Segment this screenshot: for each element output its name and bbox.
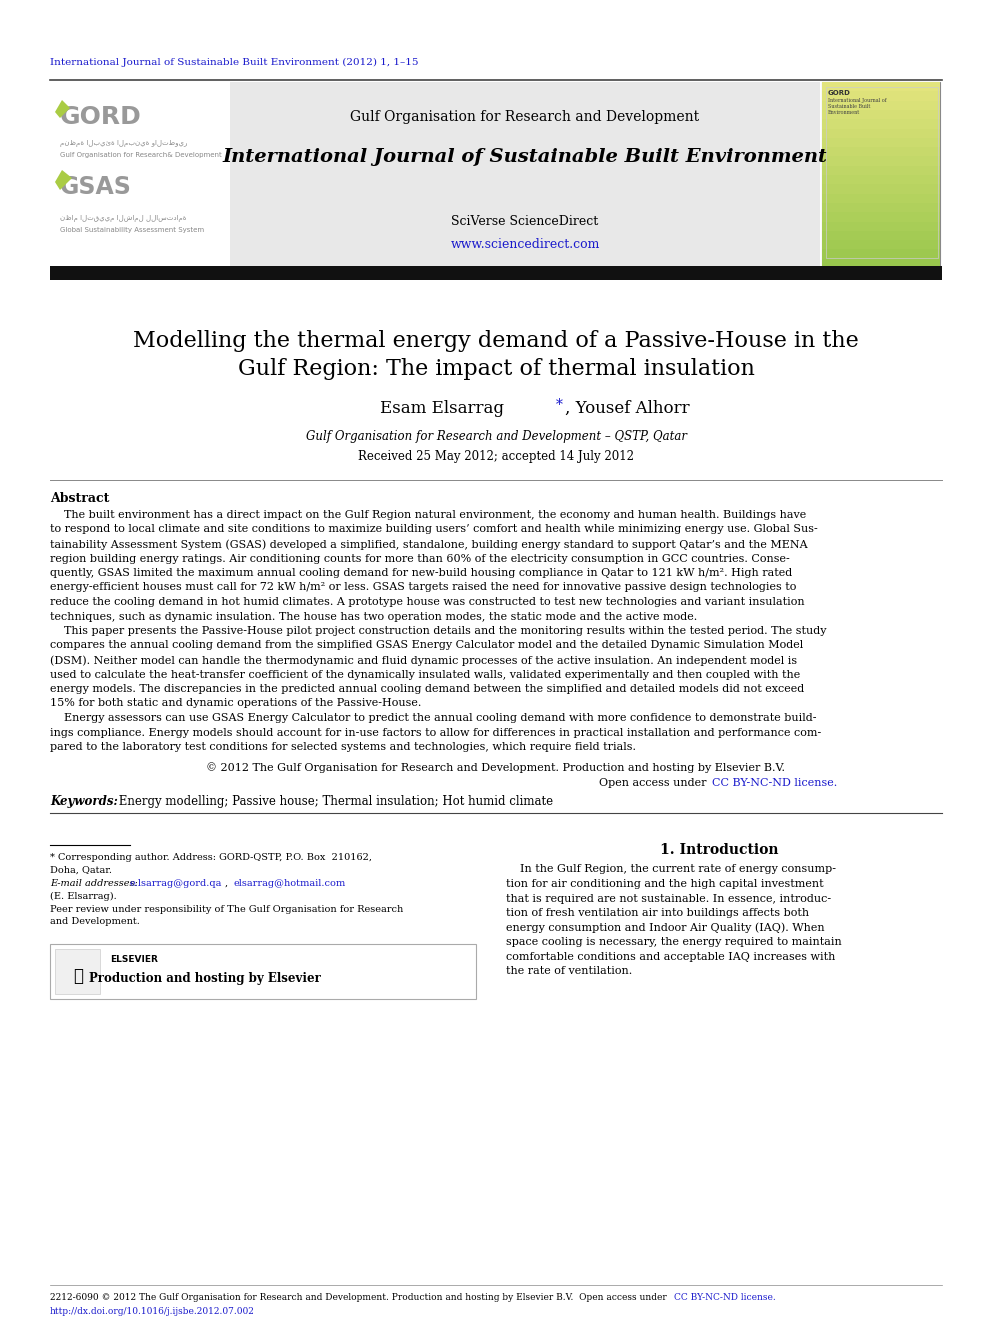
Text: Production and hosting by Elsevier: Production and hosting by Elsevier <box>89 972 321 986</box>
FancyBboxPatch shape <box>230 82 820 269</box>
Text: Esam Elsarrag: Esam Elsarrag <box>380 400 504 417</box>
Text: the rate of ventilation.: the rate of ventilation. <box>506 966 632 976</box>
Text: quently, GSAS limited the maximum annual cooling demand for new-build housing co: quently, GSAS limited the maximum annual… <box>50 568 793 578</box>
Text: CC BY-NC-ND license.: CC BY-NC-ND license. <box>674 1293 776 1302</box>
Text: International Journal of Sustainable Built Environment: International Journal of Sustainable Bui… <box>222 148 827 165</box>
Text: Abstract: Abstract <box>50 492 109 505</box>
FancyBboxPatch shape <box>822 165 940 175</box>
Text: GSAS: GSAS <box>60 175 132 198</box>
Text: ings compliance. Energy models should account for in-use factors to allow for di: ings compliance. Energy models should ac… <box>50 728 821 737</box>
Text: www.sciencedirect.com: www.sciencedirect.com <box>450 238 600 251</box>
FancyBboxPatch shape <box>822 184 940 193</box>
FancyBboxPatch shape <box>822 119 940 128</box>
Text: Modelling the thermal energy demand of a Passive-House in the: Modelling the thermal energy demand of a… <box>133 329 859 352</box>
FancyBboxPatch shape <box>822 138 940 147</box>
Text: In the Gulf Region, the current rate of energy consump-: In the Gulf Region, the current rate of … <box>506 864 836 875</box>
Text: GORD: GORD <box>60 105 142 130</box>
Text: 2212-6090 © 2012 The Gulf Organisation for Research and Development. Production : 2212-6090 © 2012 The Gulf Organisation f… <box>50 1293 670 1302</box>
FancyBboxPatch shape <box>822 91 940 101</box>
Text: 1. Introduction: 1. Introduction <box>660 843 779 856</box>
Text: Energy modelling; Passive house; Thermal insulation; Hot humid climate: Energy modelling; Passive house; Thermal… <box>115 795 554 807</box>
FancyBboxPatch shape <box>822 212 940 221</box>
Text: energy models. The discrepancies in the predicted annual cooling demand between : energy models. The discrepancies in the … <box>50 684 805 695</box>
Text: ,: , <box>225 878 228 888</box>
FancyBboxPatch shape <box>822 230 940 239</box>
Text: GORD: GORD <box>828 90 851 97</box>
Text: that is required are not sustainable. In essence, introduc-: that is required are not sustainable. In… <box>506 893 831 904</box>
Text: energy-efficient houses must call for 72 kW h/m² or less. GSAS targets raised th: energy-efficient houses must call for 72… <box>50 582 797 593</box>
Text: Peer review under responsibility of The Gulf Organisation for Research: Peer review under responsibility of The … <box>50 905 404 913</box>
Text: region building energy ratings. Air conditioning counts for more than 60% of the: region building energy ratings. Air cond… <box>50 553 790 564</box>
Text: The built environment has a direct impact on the Gulf Region natural environment: The built environment has a direct impac… <box>50 509 806 520</box>
Text: e.lsarrag@gord.qa: e.lsarrag@gord.qa <box>130 878 222 888</box>
FancyBboxPatch shape <box>822 250 940 259</box>
Text: منظمة البيئة المبنية والتطوير: منظمة البيئة المبنية والتطوير <box>60 140 187 147</box>
Text: SciVerse ScienceDirect: SciVerse ScienceDirect <box>451 216 598 228</box>
Text: to respond to local climate and site conditions to maximize building users’ comf: to respond to local climate and site con… <box>50 524 817 534</box>
FancyBboxPatch shape <box>822 193 940 202</box>
Text: and Development.: and Development. <box>50 917 140 926</box>
Text: (DSM). Neither model can handle the thermodynamic and fluid dynamic processes of: (DSM). Neither model can handle the ther… <box>50 655 798 665</box>
Text: compares the annual cooling demand from the simplified GSAS Energy Calculator mo: compares the annual cooling demand from … <box>50 640 804 651</box>
Text: International Journal of Sustainable Built Environment (2012) 1, 1–15: International Journal of Sustainable Bui… <box>50 58 419 67</box>
FancyBboxPatch shape <box>55 949 100 994</box>
Text: elsarrag@hotmail.com: elsarrag@hotmail.com <box>233 878 345 888</box>
Text: Received 25 May 2012; accepted 14 July 2012: Received 25 May 2012; accepted 14 July 2… <box>358 450 634 463</box>
Text: (E. Elsarrag).: (E. Elsarrag). <box>50 892 117 901</box>
Text: نظام التقييم الشامل للاستدامة: نظام التقييم الشامل للاستدامة <box>60 216 186 222</box>
Text: techniques, such as dynamic insulation. The house has two operation modes, the s: techniques, such as dynamic insulation. … <box>50 611 697 622</box>
Text: Gulf Organisation for Research and Development: Gulf Organisation for Research and Devel… <box>350 110 699 124</box>
Text: *: * <box>556 398 562 411</box>
Text: comfortable conditions and acceptable IAQ increases with: comfortable conditions and acceptable IA… <box>506 951 835 962</box>
FancyBboxPatch shape <box>822 239 940 250</box>
Text: Doha, Qatar.: Doha, Qatar. <box>50 865 112 875</box>
Text: , Yousef Alhorr: , Yousef Alhorr <box>565 400 689 417</box>
Text: ELSEVIER: ELSEVIER <box>110 954 158 963</box>
Text: International Journal of
Sustainable Built
Environment: International Journal of Sustainable Bui… <box>828 98 887 115</box>
Text: Energy assessors can use GSAS Energy Calculator to predict the annual cooling de: Energy assessors can use GSAS Energy Cal… <box>50 713 816 722</box>
Text: Gulf Region: The impact of thermal insulation: Gulf Region: The impact of thermal insul… <box>237 359 755 380</box>
FancyBboxPatch shape <box>822 82 940 91</box>
Text: Global Sustainability Assessment System: Global Sustainability Assessment System <box>60 228 204 233</box>
FancyBboxPatch shape <box>822 147 940 156</box>
Text: E-mail addresses:: E-mail addresses: <box>50 878 138 888</box>
FancyBboxPatch shape <box>822 156 940 165</box>
FancyBboxPatch shape <box>822 259 940 269</box>
Text: * Corresponding author. Address: GORD-QSTP, P.O. Box  210162,: * Corresponding author. Address: GORD-QS… <box>50 852 372 861</box>
FancyBboxPatch shape <box>822 202 940 212</box>
Polygon shape <box>55 101 70 118</box>
Text: Gulf Organisation for Research and Development – QSTP, Qatar: Gulf Organisation for Research and Devel… <box>306 430 686 443</box>
FancyBboxPatch shape <box>822 82 940 269</box>
FancyBboxPatch shape <box>822 175 940 184</box>
Text: tion for air conditioning and the high capital investment: tion for air conditioning and the high c… <box>506 878 823 889</box>
Polygon shape <box>55 169 72 191</box>
Text: tainability Assessment System (GSAS) developed a simplified, standalone, buildin: tainability Assessment System (GSAS) dev… <box>50 538 807 549</box>
Text: © 2012 The Gulf Organisation for Research and Development. Production and hostin: © 2012 The Gulf Organisation for Researc… <box>206 762 786 773</box>
FancyBboxPatch shape <box>50 943 476 999</box>
Text: used to calculate the heat-transfer coefficient of the dynamically insulated wal: used to calculate the heat-transfer coef… <box>50 669 801 680</box>
Text: space cooling is necessary, the energy required to maintain: space cooling is necessary, the energy r… <box>506 937 842 947</box>
Text: tion of fresh ventilation air into buildings affects both: tion of fresh ventilation air into build… <box>506 908 809 918</box>
FancyBboxPatch shape <box>822 221 940 230</box>
FancyBboxPatch shape <box>822 101 940 110</box>
FancyBboxPatch shape <box>822 110 940 119</box>
Text: reduce the cooling demand in hot humid climates. A prototype house was construct: reduce the cooling demand in hot humid c… <box>50 597 805 607</box>
FancyBboxPatch shape <box>50 266 942 280</box>
Text: pared to the laboratory test conditions for selected systems and technologies, w: pared to the laboratory test conditions … <box>50 742 636 751</box>
Text: 15% for both static and dynamic operations of the Passive-House.: 15% for both static and dynamic operatio… <box>50 699 422 709</box>
Text: energy consumption and Indoor Air Quality (IAQ). When: energy consumption and Indoor Air Qualit… <box>506 922 824 933</box>
FancyBboxPatch shape <box>822 128 940 138</box>
Text: Open access under: Open access under <box>599 778 710 787</box>
Text: This paper presents the Passive-House pilot project construction details and the: This paper presents the Passive-House pi… <box>50 626 826 636</box>
Text: Gulf Organisation for Research& Development: Gulf Organisation for Research& Developm… <box>60 152 222 157</box>
Text: 🌳: 🌳 <box>73 967 83 986</box>
Text: http://dx.doi.org/10.1016/j.ijsbe.2012.07.002: http://dx.doi.org/10.1016/j.ijsbe.2012.0… <box>50 1307 255 1316</box>
Text: Keywords:: Keywords: <box>50 795 122 807</box>
Text: CC BY-NC-ND license.: CC BY-NC-ND license. <box>712 778 837 787</box>
